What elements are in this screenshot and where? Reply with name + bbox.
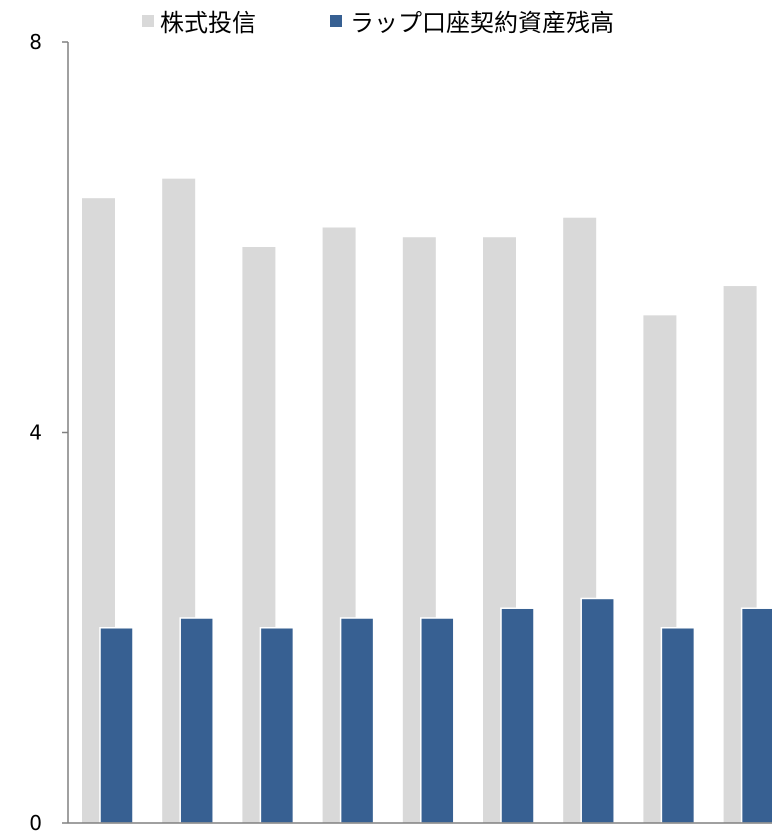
bar-series-1-4 [420, 617, 455, 824]
bar-series-1-3 [339, 617, 375, 824]
legend-label-series-1: ラップ口座契約資産残高 [350, 9, 614, 37]
legend: 株式投信 ラップ口座契約資産残高 [142, 9, 614, 37]
legend-label-series-0: 株式投信 [160, 9, 256, 37]
bar-series-1-7 [660, 627, 696, 824]
legend-swatch-series-0 [142, 15, 154, 27]
bar-series-1-5 [500, 607, 535, 824]
bar-series-1-8 [740, 607, 772, 824]
legend-swatch-series-1 [330, 15, 342, 27]
bar-series-1-2 [259, 627, 295, 824]
bars [82, 178, 772, 824]
y-tick-label: 0 [29, 811, 42, 832]
bar-series-1-0 [99, 627, 134, 824]
bar-series-1-1 [179, 617, 214, 824]
y-axis-ticks: 0 4 8 [29, 30, 68, 832]
y-tick-label: 8 [29, 30, 42, 54]
y-tick-label: 4 [29, 421, 42, 445]
bar-series-1-6 [580, 597, 615, 824]
